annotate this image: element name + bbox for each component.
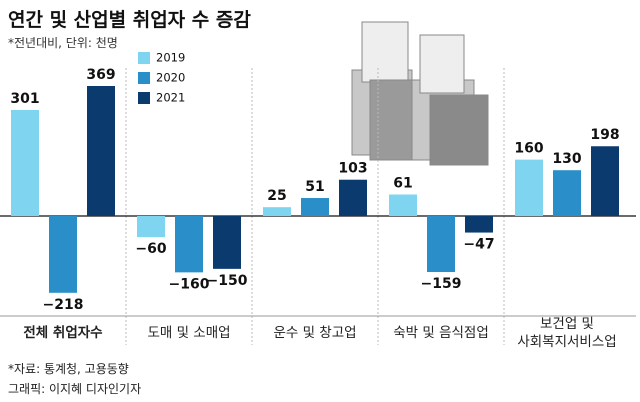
legend-swatch — [138, 72, 150, 84]
chart-title: 연간 및 산업별 취업자 수 증감 — [8, 9, 251, 31]
category-label: 운수 및 창고업 — [273, 325, 357, 341]
value-label: 61 — [393, 176, 412, 192]
value-label: 369 — [86, 67, 115, 83]
value-label: −218 — [43, 297, 84, 313]
value-label: −159 — [421, 276, 462, 292]
value-label: 103 — [338, 161, 367, 177]
legend-label: 2021 — [156, 91, 185, 105]
legend-swatch — [138, 52, 150, 64]
bar — [515, 159, 543, 216]
bar — [301, 198, 329, 216]
bar — [465, 216, 493, 233]
bar — [137, 216, 165, 238]
category-label: 숙박 및 음식점업 — [393, 325, 489, 341]
category-label: 보건업 및 사회복지서비스업 — [517, 316, 617, 350]
category-label: 도매 및 소매업 — [147, 325, 231, 341]
bar — [175, 216, 203, 273]
value-label: 130 — [552, 151, 581, 167]
value-label: 160 — [514, 141, 543, 157]
value-label: 25 — [267, 188, 286, 204]
credit: 그래픽: 이지혜 디자인기자 — [8, 382, 142, 396]
bar — [591, 146, 619, 216]
source: *자료: 통계청, 고용동향 — [8, 362, 129, 376]
bar — [339, 179, 367, 216]
value-label: −150 — [207, 273, 248, 289]
value-label: 51 — [305, 179, 324, 195]
bar — [49, 216, 77, 293]
legend-label: 2019 — [156, 51, 185, 65]
bar — [213, 216, 241, 269]
bar — [553, 170, 581, 216]
category-label: 전체 취업자수 — [23, 325, 103, 341]
value-label: −160 — [169, 276, 210, 292]
illustration — [351, 21, 489, 166]
legend-swatch — [138, 92, 150, 104]
legend-label: 2020 — [156, 71, 185, 85]
value-label: −47 — [463, 237, 494, 253]
value-label: 198 — [590, 127, 619, 143]
value-label: −60 — [135, 241, 166, 257]
bar — [427, 216, 455, 273]
chart-subtitle: *전년대비, 단위: 천명 — [8, 36, 118, 50]
bar — [389, 194, 417, 216]
bar — [87, 86, 115, 216]
bar — [263, 207, 291, 216]
bar — [11, 109, 39, 216]
value-label: 301 — [10, 91, 39, 107]
